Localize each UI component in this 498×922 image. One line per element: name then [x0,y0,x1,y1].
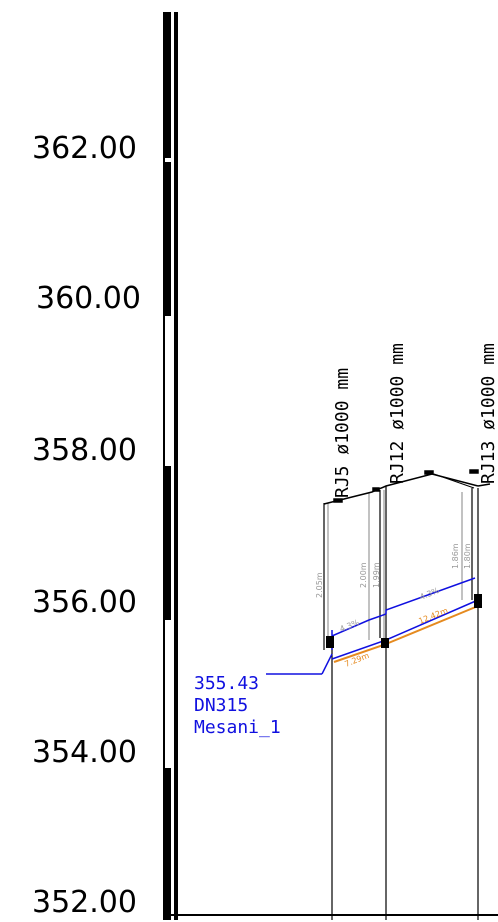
elevation-labels: 362.00 360.00 358.00 356.00 354.00 352.0… [32,131,141,920]
elevation-label: 354.00 [32,735,137,770]
ground-line [323,469,491,505]
depth-label: 2.05m [315,572,324,598]
manhole-verticals [323,486,479,920]
depth-label: 1.86m [451,543,460,569]
depth-label: 1.80m [463,543,472,569]
manhole-bottom-block [474,594,482,608]
ruler-band [163,316,165,466]
ruler-band [163,158,165,162]
ground-tick [424,470,434,475]
elevation-label: 352.00 [32,885,137,920]
ruler-band [163,620,165,768]
pipe-crown-1 [331,613,387,637]
callout-leader [321,653,333,675]
slope-label: 4.3% [338,618,361,634]
ground-tick [372,487,380,492]
manhole-bottoms [326,594,482,648]
pipe-crown-2 [385,577,476,614]
blue-pipe [266,577,479,675]
datum-line [163,914,498,916]
length-label: 12.42m [417,606,449,626]
ground-tick [333,498,343,503]
ruler-band [163,768,171,920]
depth-label: 2.00m [359,562,368,588]
ground-surface [433,473,475,489]
grey-walls [327,490,463,640]
depth-label: 1.99m [372,562,381,588]
connection-diameter: DN315 [194,695,248,716]
ruler-band [163,162,171,316]
elevation-label: 358.00 [32,433,137,468]
elevation-label: 356.00 [32,585,137,620]
ruler-band [163,466,171,620]
elevation-label: 360.00 [36,281,141,316]
orange-pipe [333,605,479,663]
ground-tick [469,469,479,474]
manhole-label-rj5: RJ5 ø1000 mm [332,368,353,498]
manhole-label-rj12: RJ12 ø1000 mm [387,343,408,484]
ruler-line-right [174,12,178,920]
elevation-label: 362.00 [32,131,137,166]
slope-label: 4.3% [418,586,441,602]
connection-elevation: 355.43 [194,673,259,694]
ruler-band [163,12,171,158]
manhole-bottom-block [326,636,334,648]
connection-name: Mesani_1 [194,717,281,738]
pipe-invert [331,599,479,660]
manhole-bottom-block [381,638,389,648]
pipe-bottom [333,605,479,663]
ground-surface [477,483,491,487]
manhole-label-rj13: RJ13 ø1000 mm [478,343,498,484]
elevation-ruler [163,12,498,920]
